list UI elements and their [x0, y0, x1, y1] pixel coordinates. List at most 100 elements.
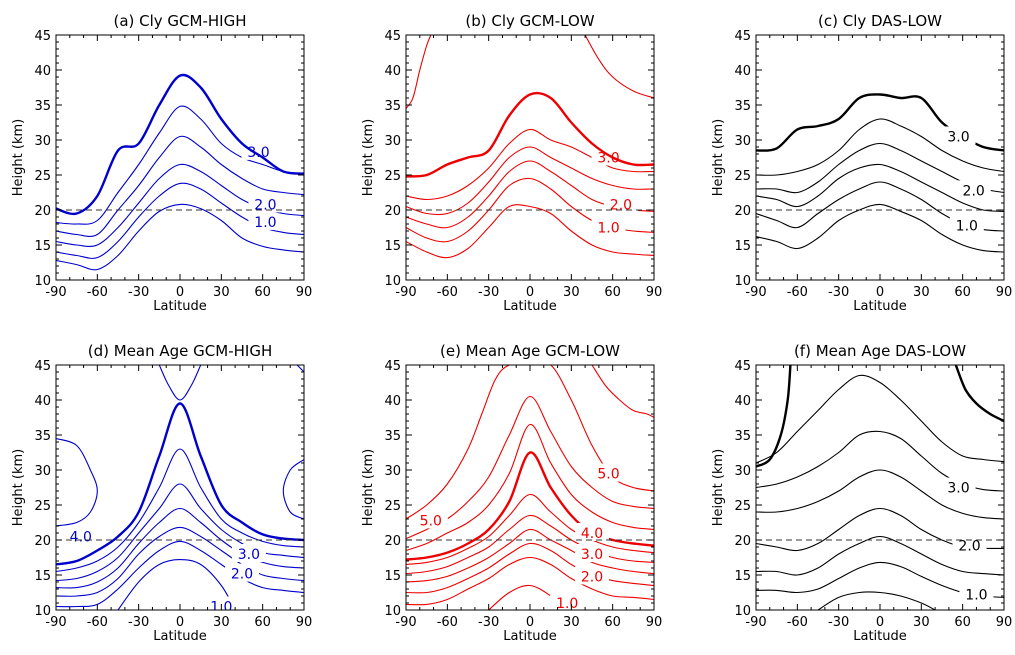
contour-label: 4.0 — [70, 530, 92, 546]
x-axis-label: Latitude — [153, 629, 207, 644]
x-tick-label: 90 — [996, 285, 1013, 300]
y-axis-label: Height (km) — [711, 119, 726, 196]
y-axis-label: Height (km) — [11, 119, 26, 196]
panel-title: (c) Cly DAS-LOW — [818, 12, 942, 30]
x-tick-label: -90 — [395, 615, 416, 630]
contour-line — [406, 556, 654, 606]
y-tick-label: 25 — [384, 169, 401, 184]
y-tick-label: 25 — [734, 169, 751, 184]
contour-label-bg — [204, 596, 239, 610]
panel-title: (a) Cly GCM-HIGH — [113, 12, 246, 30]
contour-line — [56, 73, 304, 216]
contour-label-bg — [575, 523, 609, 541]
x-tick-label: -90 — [45, 285, 66, 300]
x-tick-label: 90 — [296, 615, 313, 630]
y-tick-label: 20 — [734, 534, 751, 549]
x-tick-label: 0 — [876, 615, 884, 630]
contour-label: 3.0 — [238, 547, 260, 563]
contour-line — [756, 365, 792, 468]
contour-line — [56, 203, 304, 271]
y-tick-label: 40 — [734, 64, 751, 79]
panel: (e) Mean Age GCM-LOW 1.02.0 3.0 4.0 5.0 5.0 -9… — [361, 342, 662, 644]
x-tick-label: -60 — [87, 615, 108, 630]
contour-line — [406, 493, 654, 566]
contour-label: 2.0 — [963, 183, 985, 199]
y-tick-label: 30 — [734, 464, 751, 479]
contour-line — [406, 365, 654, 520]
contour-label: 3.0 — [597, 151, 619, 167]
contour-label-bg — [225, 563, 259, 582]
contour-label: 2.0 — [231, 567, 253, 583]
contour-label: 1.0 — [956, 218, 978, 234]
x-tick-label: -60 — [787, 615, 808, 630]
y-tick-label: 40 — [734, 394, 751, 409]
contour-label: 2.0 — [610, 197, 632, 213]
contour-label-bg — [941, 477, 976, 496]
y-tick-label: 30 — [34, 134, 51, 149]
contour-line — [756, 118, 1004, 176]
y-tick-label: 30 — [34, 464, 51, 479]
contour-line — [756, 203, 1004, 253]
contour-label-bg — [231, 544, 266, 562]
contour-label: 2.0 — [581, 569, 603, 585]
x-tick-label: 60 — [954, 285, 971, 300]
contour-label-bg — [241, 141, 276, 160]
x-tick-label: 60 — [254, 285, 271, 300]
x-tick-label: -60 — [437, 615, 458, 630]
y-tick-label: 20 — [34, 204, 51, 219]
contour-line — [56, 105, 304, 225]
contour-label-bg — [550, 593, 585, 610]
x-tick-label: 60 — [604, 285, 621, 300]
x-tick-label: 30 — [213, 615, 230, 630]
y-tick-label: 10 — [384, 274, 401, 289]
contour-label-bg — [413, 510, 448, 529]
panel-title: (e) Mean Age GCM-LOW — [440, 342, 620, 360]
y-tick-label: 10 — [734, 604, 751, 619]
contour-line — [56, 402, 304, 566]
x-tick-label: 30 — [213, 285, 230, 300]
contour-label: 5.0 — [597, 467, 619, 483]
contour-group: 1.0 2.0 3.0 — [56, 73, 304, 271]
x-tick-label: -60 — [437, 285, 458, 300]
y-tick-label: 35 — [34, 99, 51, 114]
contour-line — [56, 135, 304, 238]
y-axis-label: Height (km) — [711, 449, 726, 526]
y-tick-label: 45 — [384, 29, 401, 44]
x-tick-label: 0 — [176, 285, 184, 300]
x-tick-label: 30 — [563, 615, 580, 630]
x-tick-label: -60 — [87, 285, 108, 300]
contour-line — [158, 365, 202, 401]
y-tick-label: 40 — [384, 394, 401, 409]
x-tick-label: -30 — [828, 285, 849, 300]
contour-label: 2.0 — [958, 539, 980, 555]
x-tick-label: 0 — [876, 285, 884, 300]
y-tick-label: 25 — [34, 169, 51, 184]
contour-label: 2.0 — [254, 197, 276, 213]
x-tick-label: 90 — [646, 615, 663, 630]
x-tick-label: 60 — [604, 615, 621, 630]
y-tick-label: 20 — [734, 204, 751, 219]
y-tick-label: 25 — [384, 499, 401, 514]
x-tick-label: -90 — [745, 285, 766, 300]
x-tick-label: 30 — [913, 285, 930, 300]
x-tick-label: -30 — [128, 615, 149, 630]
contour-label: 1.0 — [254, 215, 276, 231]
y-axis-label: Height (km) — [361, 449, 376, 526]
contour-label: 4.0 — [581, 526, 603, 542]
contour-line — [756, 163, 1004, 212]
contour-line — [406, 423, 654, 552]
contour-line — [954, 365, 1004, 423]
contour-line — [756, 374, 1004, 464]
contour-line — [406, 528, 654, 583]
y-tick-label: 45 — [734, 29, 751, 44]
y-axis-label: Height (km) — [361, 119, 376, 196]
y-tick-label: 10 — [34, 274, 51, 289]
plot-frame — [755, 34, 1005, 281]
contour-line — [406, 91, 654, 178]
y-tick-label: 45 — [34, 359, 51, 374]
y-axis-label: Height (km) — [11, 449, 26, 526]
contour-label-bg — [575, 566, 609, 585]
x-tick-label: -30 — [478, 615, 499, 630]
contour-label: 3.0 — [581, 547, 603, 563]
